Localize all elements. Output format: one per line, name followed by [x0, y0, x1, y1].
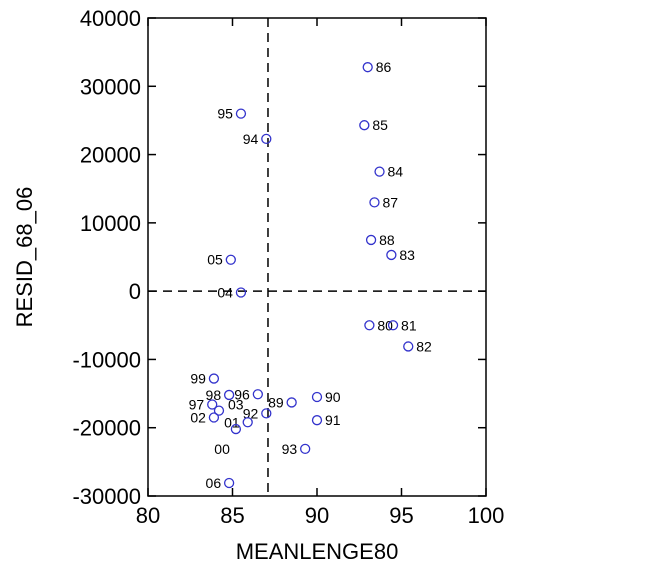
data-point	[235, 287, 247, 298]
data-point	[403, 341, 414, 352]
data-point-label: 87	[382, 194, 398, 210]
x-tick-label: 100	[468, 503, 505, 528]
y-tick-label: 0	[129, 279, 141, 304]
data-point-label: 83	[399, 247, 415, 263]
data-point-label: 97	[189, 396, 205, 412]
data-point	[208, 373, 220, 384]
data-point-label: 98	[206, 387, 222, 403]
y-tick-label: 30000	[80, 74, 141, 99]
data-point-label: 81	[401, 317, 417, 333]
data-point-label: 06	[206, 475, 222, 491]
x-tick-label: 95	[389, 503, 413, 528]
data-point-label: 88	[379, 232, 395, 248]
data-point	[213, 405, 225, 416]
data-point-label: 90	[325, 389, 341, 405]
data-point-label: 02	[190, 409, 206, 425]
x-axis-title: MEANLENGE80	[236, 539, 399, 564]
data-point-label: 94	[243, 131, 259, 147]
data-point	[365, 234, 377, 246]
data-point-label: 04	[217, 285, 233, 301]
y-axis-title: RESID_68_06	[12, 187, 37, 328]
data-point	[300, 443, 311, 455]
data-point	[223, 389, 235, 401]
data-point-label: 95	[217, 106, 233, 122]
data-point	[286, 397, 297, 408]
data-point	[387, 320, 399, 331]
plot-frame	[147, 17, 487, 497]
data-point	[235, 108, 247, 119]
data-point	[223, 477, 235, 489]
x-tick-label: 90	[305, 503, 329, 528]
data-point	[261, 408, 272, 419]
data-point-label: 80	[377, 317, 393, 333]
data-point	[311, 391, 323, 403]
data-point-label: 82	[416, 338, 432, 354]
data-point	[225, 254, 236, 265]
data-point-label: 86	[376, 59, 392, 75]
data-point	[311, 415, 323, 426]
data-point-label: 03	[228, 397, 244, 413]
data-point	[208, 412, 220, 423]
data-point	[230, 423, 242, 435]
y-tick-label: -20000	[72, 416, 141, 441]
data-point	[261, 133, 272, 145]
data-point-label: 01	[224, 414, 240, 430]
data-point-label: 99	[190, 371, 206, 387]
data-point	[207, 399, 218, 410]
data-point-label: 85	[372, 117, 388, 133]
data-point-label: 89	[268, 394, 284, 410]
data-point-label: 93	[282, 441, 298, 457]
data-point	[369, 197, 380, 208]
y-tick-label: 20000	[80, 143, 141, 168]
axis-ticks: 80 85 90 95 100 -30000 -20000 -10000 0 10000 20000…	[72, 6, 504, 528]
data-point	[362, 62, 373, 73]
y-tick-label: 10000	[80, 211, 141, 236]
y-tick-label: -10000	[72, 347, 141, 372]
y-tick-label: 40000	[80, 6, 141, 31]
data-point	[364, 320, 375, 331]
data-point-label: 91	[325, 412, 341, 428]
data-point-label: 84	[388, 164, 404, 180]
data-point	[252, 389, 264, 400]
data-point-label: 05	[207, 252, 223, 268]
x-tick-label: 85	[220, 503, 244, 528]
reference-lines	[148, 18, 486, 496]
data-point	[359, 120, 370, 131]
data-point	[242, 417, 253, 428]
data-point-label: 96	[234, 386, 250, 402]
data-point	[374, 166, 385, 177]
y-tick-label: -30000	[72, 484, 141, 509]
x-tick-label: 80	[136, 503, 160, 528]
data-point	[386, 249, 397, 261]
data-point-label: 00	[214, 441, 230, 457]
